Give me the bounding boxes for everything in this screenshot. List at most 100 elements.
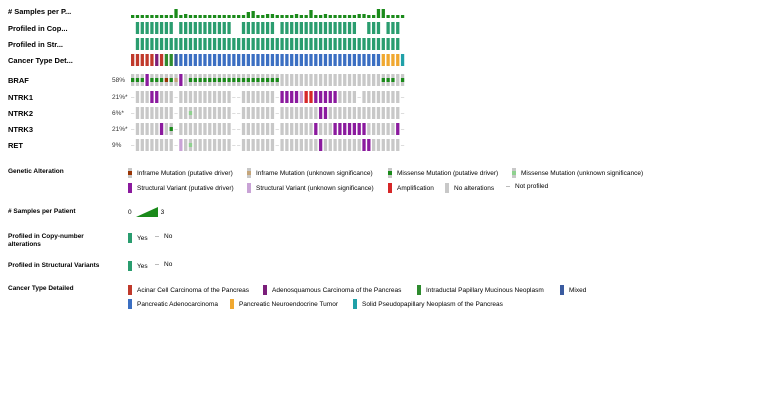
cancer-type-cell	[290, 54, 294, 66]
profiled-cna-cell	[179, 22, 183, 34]
sv-driver-cell	[362, 123, 366, 135]
no-alteration-cell	[343, 107, 347, 119]
profiled-sv-cell	[299, 38, 303, 50]
samples-bar	[237, 15, 241, 18]
no-alteration-cell	[155, 139, 159, 151]
no-alteration-cell	[256, 107, 260, 119]
no-alteration-cell	[145, 139, 149, 151]
no-alteration-cell	[290, 139, 294, 151]
legend-cancer-ipmn: Intraductal Papillary Mucinous Neoplasm	[417, 285, 544, 295]
no-alteration-cell	[261, 139, 265, 151]
profiled-cna-cell	[246, 22, 250, 34]
not-profiled-cell	[275, 113, 279, 114]
samples-bar	[352, 15, 357, 18]
no-alteration-cell	[140, 123, 144, 135]
sv-driver-cell	[323, 91, 328, 103]
profiled-sv-cell	[246, 38, 250, 50]
missense-driver-mark	[212, 78, 217, 82]
legend-not-profiled: Not profiled	[506, 183, 548, 190]
not-profiled-cell	[237, 145, 241, 146]
profiled-cna-cell	[376, 22, 381, 34]
cancer-type-cell	[333, 54, 337, 66]
legend-cancer-acinar: Acinar Cell Carcinoma of the Pancreas	[128, 285, 249, 295]
missense-driver-mark	[198, 78, 202, 82]
cancer-type-cell	[285, 54, 289, 66]
samples-bar	[381, 9, 385, 18]
no-alteration-cell	[309, 107, 313, 119]
profiled-sv-cell	[372, 38, 376, 50]
gene-label-braf[interactable]: BRAF	[8, 76, 29, 85]
missense-driver-mark	[155, 78, 159, 82]
sv-driver-cell	[333, 123, 337, 135]
samples-bar	[343, 15, 347, 18]
sv-driver-cell	[314, 91, 318, 103]
track-label-profiled-sv[interactable]: Profiled in Str...	[8, 40, 64, 49]
missense-driver-mark	[169, 78, 173, 82]
cancer-type-cell	[184, 54, 188, 66]
profiled-cna-cell	[150, 22, 154, 34]
no-alteration-cell	[309, 123, 313, 135]
oncoprint-matrix[interactable]	[0, 0, 760, 160]
track-label-samples-per-patient[interactable]: # Samples per P...	[8, 7, 72, 16]
no-alteration-cell	[169, 91, 173, 103]
profiled-sv-cell	[265, 38, 270, 50]
profiled-cna-cell	[280, 22, 284, 34]
sv-driver-cell	[367, 139, 371, 151]
gene-label-ntrk2[interactable]: NTRK2	[8, 109, 34, 118]
track-label-profiled-cna[interactable]: Profiled in Cop...	[8, 24, 68, 33]
legend-inframe-driver: Inframe Mutation (putative driver)	[128, 168, 233, 178]
gene-label-ntrk1[interactable]: NTRK1	[8, 93, 34, 102]
samples-bar	[299, 15, 303, 18]
no-alteration-cell	[347, 107, 352, 119]
samples-bar	[376, 9, 381, 18]
no-alteration-cell	[343, 91, 347, 103]
no-alteration-cell	[227, 123, 231, 135]
profiled-sv-cell	[237, 38, 241, 50]
samples-bar	[227, 15, 231, 18]
track-label-cancer-type[interactable]: Cancer Type Det...	[8, 56, 73, 65]
profiled-sv-cell	[270, 38, 275, 50]
no-alteration-cell	[222, 107, 226, 119]
legend-cancer-pnet: Pancreatic Neuroendocrine Tumor	[230, 299, 338, 309]
gene-pct-braf: 58%	[112, 77, 126, 84]
sv-driver-cell	[294, 91, 299, 103]
cancer-type-cell	[222, 54, 226, 66]
cancer-type-cell	[203, 54, 207, 66]
missense-driver-mark	[131, 78, 135, 82]
cancer-type-cell	[179, 54, 183, 66]
no-alteration-cell	[391, 107, 395, 119]
no-alteration-cell	[217, 107, 222, 119]
profiled-sv-cell	[227, 38, 231, 50]
no-alteration-cell	[203, 107, 207, 119]
cancer-type-cell	[362, 54, 366, 66]
gene-label-ntrk3[interactable]: NTRK3	[8, 125, 34, 134]
missense-driver-mark	[169, 127, 173, 131]
sv-driver-cell	[179, 74, 183, 86]
profiled-sv-cell	[198, 38, 202, 50]
no-alteration-cell	[362, 91, 366, 103]
no-alteration-cell	[304, 74, 308, 86]
profiled-cna-cell	[372, 22, 376, 34]
no-alteration-cell	[241, 91, 246, 103]
no-alteration-cell	[198, 107, 202, 119]
profiled-cna-cell	[318, 22, 323, 34]
gene-label-ret[interactable]: RET	[8, 141, 23, 150]
no-alteration-cell	[164, 123, 169, 135]
no-alteration-cell	[140, 91, 144, 103]
missense-driver-mark	[159, 78, 164, 82]
cancer-type-cell	[314, 54, 318, 66]
profiled-cna-cell	[333, 22, 337, 34]
profiled-sv-cell	[217, 38, 222, 50]
no-alteration-cell	[280, 74, 284, 86]
no-alteration-cell	[270, 139, 275, 151]
no-alteration-cell	[294, 74, 299, 86]
cancer-type-cell	[391, 54, 395, 66]
not-profiled-cell	[275, 97, 279, 98]
missense-driver-mark	[193, 78, 197, 82]
gene-pct-ret: 9%	[112, 142, 122, 149]
legend-title-samples-per-patient: # Samples per Patient	[8, 208, 76, 215]
profiled-sv-cell	[314, 38, 318, 50]
samples-bar	[164, 15, 169, 18]
missense-driver-mark	[270, 78, 275, 82]
cancer-type-cell	[155, 54, 159, 66]
